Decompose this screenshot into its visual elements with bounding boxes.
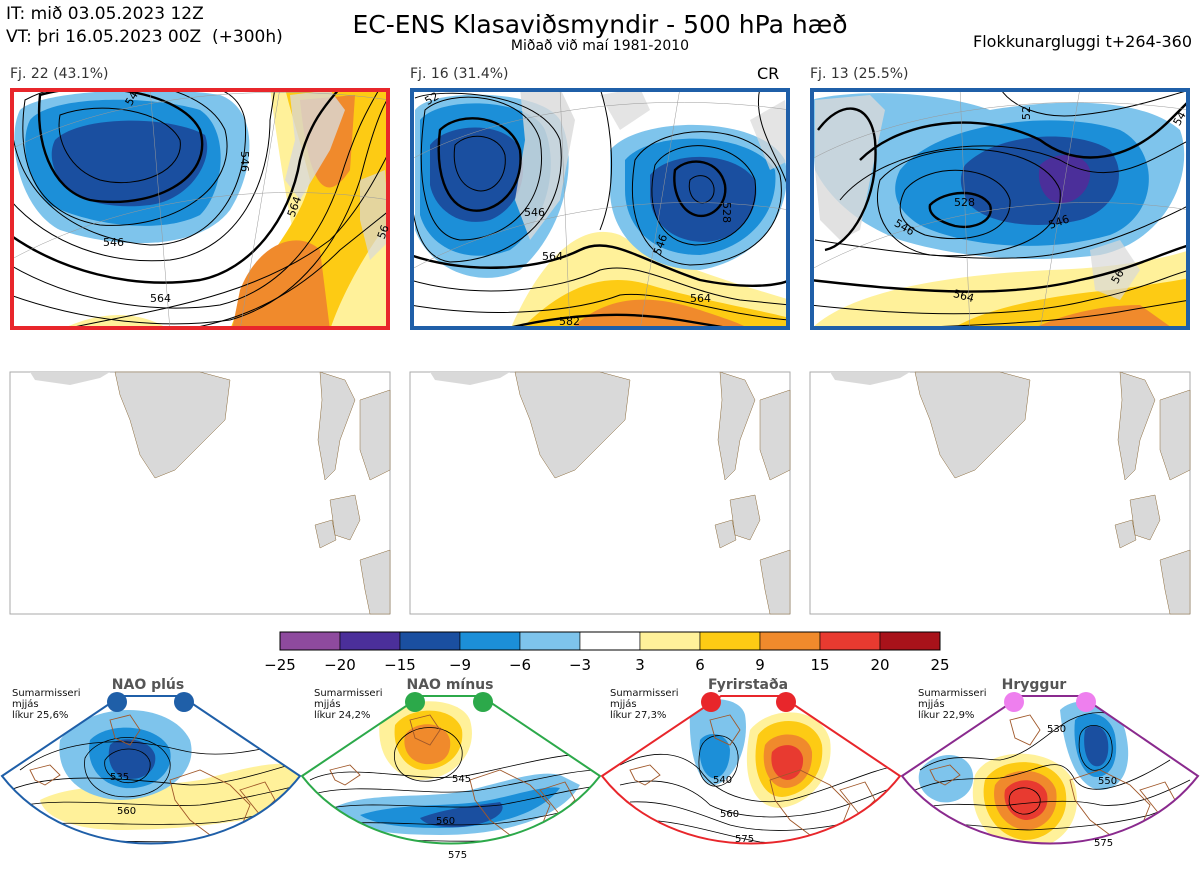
- contour-label: 54: [1171, 109, 1189, 128]
- contour-label: 564: [542, 250, 563, 263]
- colorbar-swatch: [399, 631, 461, 651]
- contour-label: 575: [448, 850, 467, 861]
- regime-3-dot-left: [701, 692, 721, 712]
- cluster-map-3: [810, 88, 1190, 330]
- page-subtitle: Miðað við maí 1981-2010: [510, 38, 690, 54]
- contour-label: 546: [524, 206, 545, 219]
- regime-1-dot-right: [174, 692, 194, 712]
- colorbar-tick-label: 20: [870, 656, 890, 674]
- cluster-map-1: [10, 88, 390, 330]
- contour-label: 540: [713, 775, 732, 786]
- regime-maps: 535 560 545 560 575 540 560 575 530 550 …: [0, 695, 1200, 861]
- colorbar-tick-label: −15: [384, 656, 416, 674]
- colorbar-tick-label: 15: [810, 656, 830, 674]
- colorbar-tick-label: −3: [568, 656, 592, 674]
- contour-label: 528: [720, 202, 733, 223]
- blank-map-1: [9, 371, 391, 615]
- colorbar-tick-label: 9: [755, 656, 765, 674]
- cluster-maps: 546 564 546 564 54 56 546 564 546 564 58…: [9, 88, 1191, 615]
- panel-1-frame: [10, 88, 390, 330]
- colorbar-tick-label: −6: [508, 656, 532, 674]
- colorbar-tick-label: 3: [635, 656, 645, 674]
- contour-label: 56: [1109, 267, 1127, 286]
- contour-label: 528: [954, 196, 975, 209]
- contour-label: 545: [452, 774, 471, 785]
- regime-3-note: Sumarmisseri mjjás líkur 27,3%: [610, 688, 679, 721]
- colorbar-swatch: [279, 631, 341, 651]
- contour-label: 560: [720, 809, 739, 820]
- regime-2-frame: [300, 695, 602, 845]
- colorbar-swatch: [519, 631, 581, 651]
- regime-1-note: Sumarmisseri mjjás líkur 25,6%: [12, 688, 81, 721]
- colorbar-swatch: [459, 631, 521, 651]
- regime-1-dot-left: [107, 692, 127, 712]
- panel-2-label: Fj. 16 (31.4%): [410, 66, 509, 82]
- valid-time: VT: þri 16.05.2023 00Z (+300h): [6, 27, 283, 47]
- contour-label: 530: [1047, 724, 1066, 735]
- contour-label: 52: [423, 90, 442, 108]
- regime-4-dot-left: [1004, 692, 1024, 712]
- init-time: IT: mið 03.05.2023 12Z: [6, 4, 204, 24]
- contour-label: 560: [117, 806, 136, 817]
- colorbar-tick-label: −9: [448, 656, 472, 674]
- regime-2-dot-right: [473, 692, 493, 712]
- contour-label: 546: [103, 236, 124, 249]
- regime-4-note: Sumarmisseri mjjás líkur 22,9%: [918, 688, 987, 721]
- page-title: EC-ENS Klasaviðsmyndir - 500 hPa hæð: [352, 10, 848, 39]
- contour-label: 564: [690, 292, 711, 305]
- contour-label: 560: [436, 816, 455, 827]
- regime-3-dot-right: [776, 692, 796, 712]
- header-info: IT: mið 03.05.2023 12Z VT: þri 16.05.2023…: [6, 3, 283, 49]
- colorbar-swatch: [879, 631, 941, 651]
- regime-2-title: NAO mínus: [406, 677, 494, 693]
- regime-1-frame: [0, 695, 302, 845]
- colorbar-tick-label: 25: [930, 656, 950, 674]
- colorbar-tick-label: −25: [264, 656, 296, 674]
- contour-label: 546: [238, 151, 251, 172]
- regime-4-title: Hryggur: [1001, 677, 1067, 693]
- contour-label: 54: [123, 89, 141, 108]
- panel-3-label: Fj. 13 (25.5%): [810, 66, 909, 82]
- blank-map-row: [9, 371, 1191, 615]
- contour-label: 564: [150, 292, 171, 305]
- colorbar-swatch: [699, 631, 761, 651]
- panel-2-frame: [410, 88, 790, 330]
- colorbar-tick-label: 6: [695, 656, 705, 674]
- contour-label: 564: [952, 287, 976, 305]
- colorbar-swatch: [339, 631, 401, 651]
- contour-label: 550: [1098, 776, 1117, 787]
- panel-3-frame: [810, 88, 1190, 330]
- colorbar-swatch: [759, 631, 821, 651]
- colorbar: [279, 631, 941, 651]
- regime-1-title: NAO plús: [111, 677, 185, 693]
- contour-label: 575: [735, 834, 754, 845]
- contour-label: 56: [375, 223, 392, 241]
- colorbar-swatch: [579, 631, 641, 651]
- regime-2-dot-left: [405, 692, 425, 712]
- contour-label: 52: [1020, 106, 1033, 120]
- colorbar-swatch: [819, 631, 881, 651]
- blank-map-3: [809, 371, 1191, 615]
- regime-2-note: Sumarmisseri mjjás líkur 24,2%: [314, 688, 383, 721]
- contour-label: 535: [110, 772, 129, 783]
- colorbar-tick-label: −20: [324, 656, 356, 674]
- regime-4-dot-right: [1076, 692, 1096, 712]
- panel-1-label: Fj. 22 (43.1%): [10, 66, 109, 82]
- blank-map-2: [409, 371, 791, 615]
- panel-2-badge: CR: [757, 64, 780, 83]
- regime-4-frame: [900, 695, 1200, 845]
- regime-3-title: Fyrirstaða: [707, 677, 789, 693]
- regime-3-frame: [600, 695, 902, 845]
- colorbar-swatch: [639, 631, 701, 651]
- contour-label: 582: [559, 315, 580, 328]
- cluster-map-2: [410, 88, 790, 330]
- classification-window: Flokkunargluggi t+264-360: [973, 32, 1192, 51]
- contour-label: 575: [1094, 838, 1113, 849]
